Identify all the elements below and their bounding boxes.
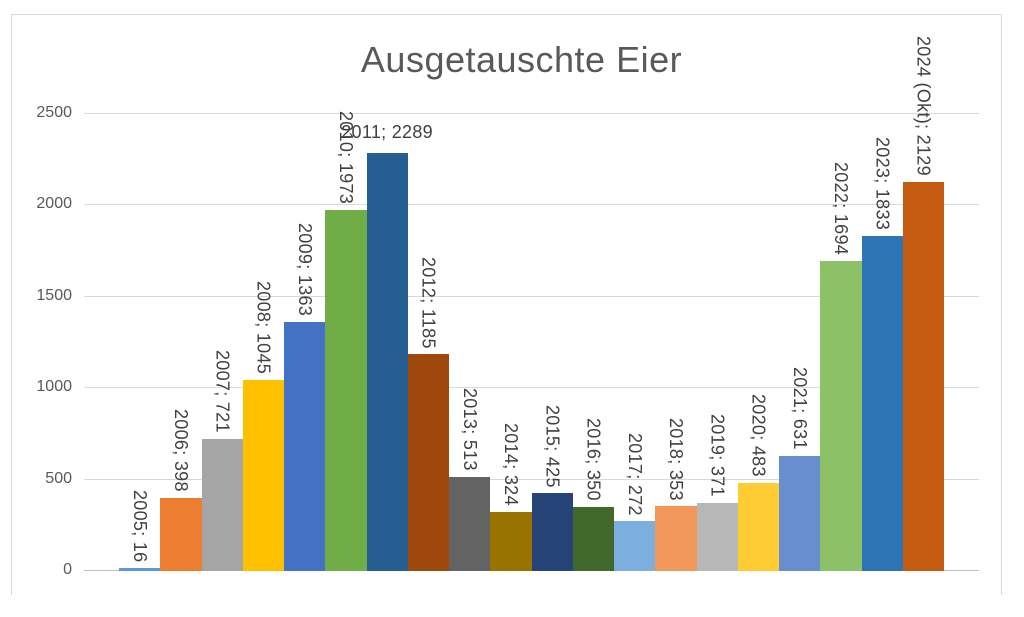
bar-label-2007: 2007; 721	[212, 350, 233, 434]
bar-label-2009: 2009; 1363	[294, 222, 315, 316]
bar-2007[interactable]	[201, 439, 243, 571]
bar-2013[interactable]	[449, 477, 491, 571]
bar-2021[interactable]	[779, 455, 821, 571]
bar-label-2014: 2014; 324	[501, 423, 522, 506]
bar-2016[interactable]	[572, 507, 614, 571]
bar-label-2013: 2013; 513	[459, 388, 480, 472]
bar-label-2016: 2016; 350	[583, 418, 604, 502]
ytick-2500: 2500	[36, 104, 72, 121]
chart-title: Ausgetauschte Eier	[360, 39, 683, 80]
ytick-1000: 1000	[36, 378, 72, 396]
ytick-1500: 1500	[36, 286, 72, 304]
bar-label-2021: 2021; 631	[789, 366, 810, 450]
bar-2009[interactable]	[284, 321, 326, 571]
gridline-1000	[84, 387, 979, 389]
bar-2019[interactable]	[696, 503, 738, 571]
bar-label-2006: 2006; 398	[171, 409, 192, 493]
bar-label-2022: 2022; 1694	[831, 162, 852, 256]
bar-label-2019: 2019; 371	[707, 414, 728, 498]
bar-2015[interactable]	[531, 493, 573, 571]
bar-2011[interactable]	[366, 152, 408, 571]
bar-2005[interactable]	[119, 568, 161, 571]
bar-2024-Okt[interactable]	[902, 181, 944, 571]
ytick-0: 0	[63, 561, 72, 578]
bar-label-2018: 2018; 353	[666, 417, 687, 501]
bar-2017[interactable]	[614, 521, 656, 571]
bar-label-2011: 2011; 2289	[341, 121, 434, 142]
ytick-2000: 2000	[36, 195, 72, 213]
bar-2020[interactable]	[737, 482, 779, 571]
bar-label-2023: 2023; 1833	[872, 136, 893, 230]
bar-label-2015: 2015; 425	[542, 404, 563, 488]
bar-label-2024-Okt: 2024 (Okt); 2129	[913, 35, 934, 176]
bar-label-2005: 2005; 16	[129, 489, 150, 563]
bar-label-2012: 2012; 1185	[418, 256, 439, 349]
bar-2006[interactable]	[160, 498, 202, 571]
gridline-2500	[84, 113, 979, 114]
bar-2012[interactable]	[407, 354, 449, 571]
bar-2014[interactable]	[490, 511, 532, 571]
bar-2022[interactable]	[820, 261, 862, 571]
plot-area: 0 500 1000 1500 2000 2500 2005; 16 2006; 398 20…	[36, 36, 979, 578]
bar-label-2017: 2017; 272	[624, 432, 645, 516]
bar-2023[interactable]	[861, 235, 903, 571]
gridline-500	[84, 478, 979, 480]
gridline-1500	[84, 295, 979, 297]
bar-2008[interactable]	[242, 379, 284, 571]
gridline-2000	[84, 204, 979, 206]
bar-label-2008: 2008; 1045	[253, 280, 274, 374]
chart-frame: Ausgetauschte Eier 0 500 1000 1500 2000 2500 …	[11, 14, 1002, 595]
bar-label-2020: 2020; 483	[748, 393, 769, 477]
bar-label-2010: 2010; 1973	[336, 111, 357, 205]
bar-2018[interactable]	[655, 506, 697, 571]
bar-2010[interactable]	[325, 210, 367, 571]
ytick-500: 500	[45, 469, 72, 487]
